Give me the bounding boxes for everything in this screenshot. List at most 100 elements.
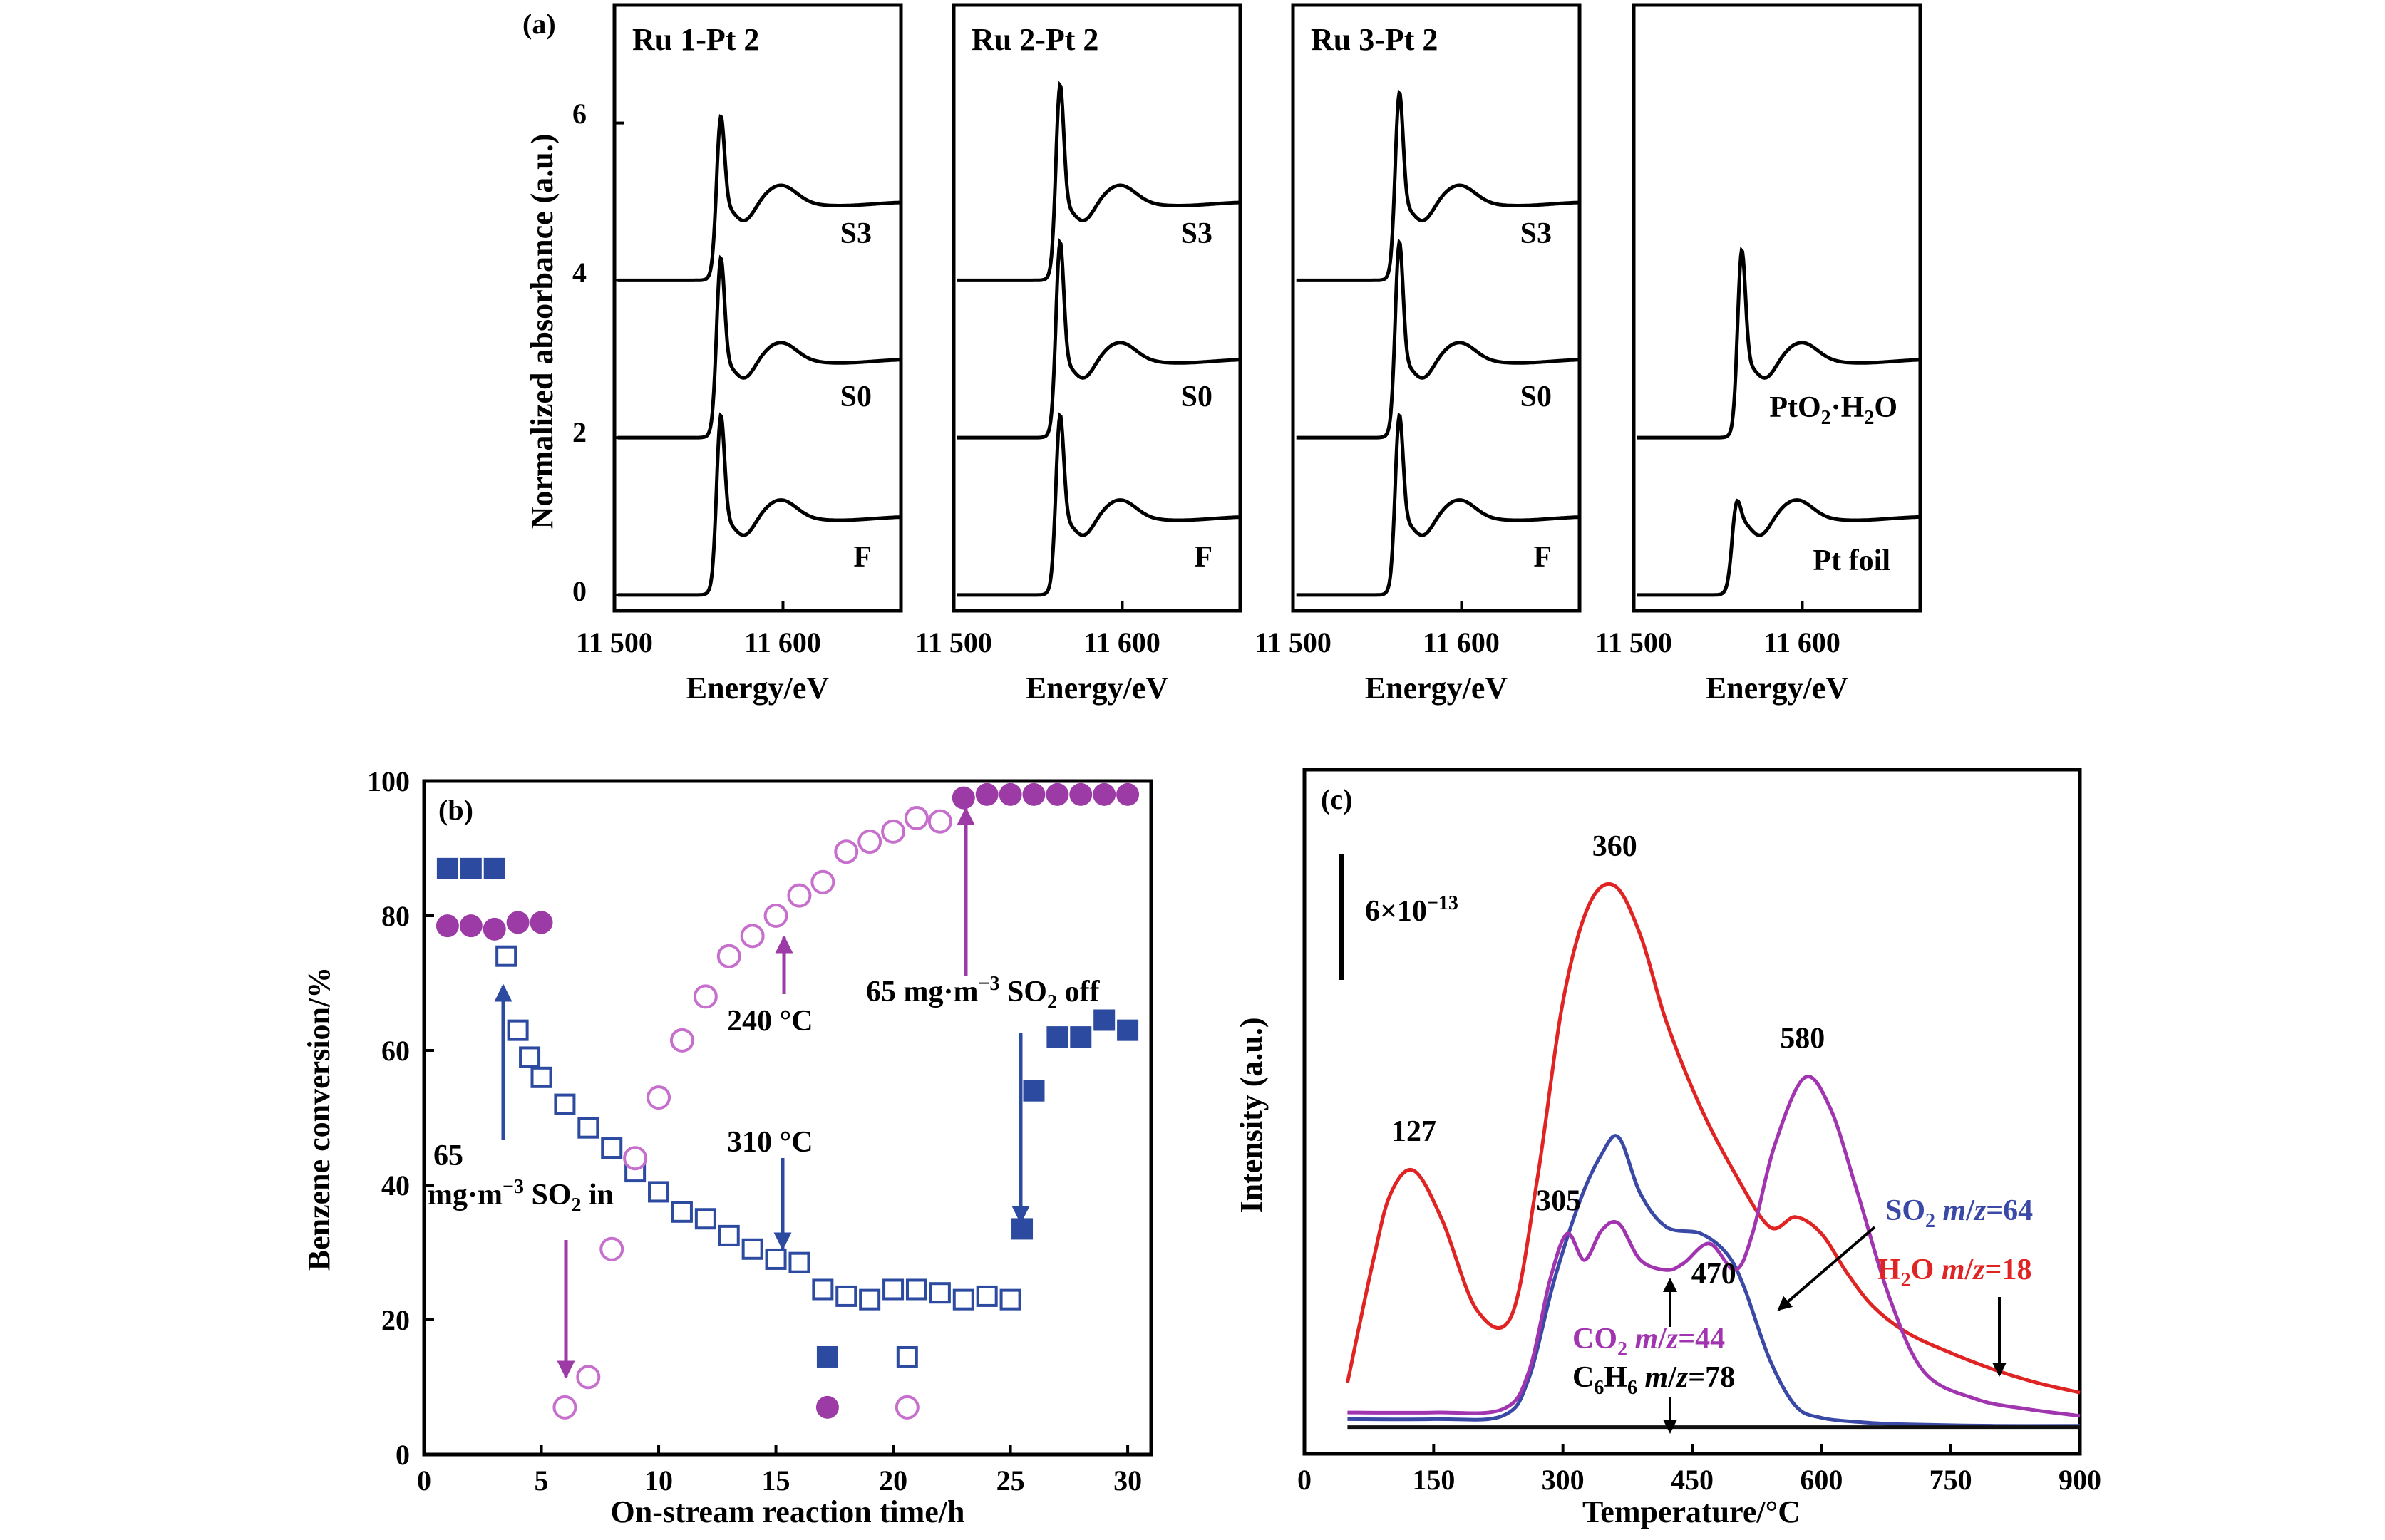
x-axis-title: Energy/eV (686, 671, 830, 706)
panel-c-x-axis-title: Temperature/°C (1582, 1494, 1801, 1529)
data-point (1011, 1218, 1034, 1240)
panel-a-y-axis-title: Normalized absorbance (a.u.) (525, 134, 560, 529)
data-point (999, 1288, 1021, 1311)
y-tick-label: 100 (367, 765, 410, 797)
data-point (647, 1085, 671, 1110)
annotation-so2-in-line1: 65 (433, 1140, 463, 1172)
data-point (834, 839, 859, 864)
data-point (507, 1019, 529, 1041)
panel-b-points (436, 782, 1140, 1420)
data-point (1046, 1026, 1068, 1048)
subplot-title: Ru 1-Pt 2 (632, 22, 759, 57)
subplot-frame (1632, 3, 1922, 613)
data-point (718, 1224, 740, 1246)
data-point (693, 984, 718, 1009)
panel-c-curves (1345, 882, 2081, 1430)
data-point (1070, 1026, 1092, 1048)
x-tick-label: 11 600 (1763, 626, 1840, 658)
data-point (552, 1395, 577, 1420)
data-point (436, 914, 459, 938)
data-point (975, 782, 999, 806)
panel-b-x-axis-title: On-stream reaction time/h (611, 1494, 965, 1529)
panel-c-peak-labels: 127 305 360 470 580 (1391, 830, 1825, 1291)
series-label-s0: S0 (840, 381, 872, 413)
y-tick-label: 80 (381, 900, 410, 932)
x-tick-label: 11 600 (1083, 626, 1160, 658)
xanes-curve-f (1296, 412, 1578, 597)
legend-c6h6: C6H6 m/z=78 (1572, 1361, 1735, 1399)
panel-a-label: (a) (522, 8, 556, 40)
data-point (601, 1137, 623, 1159)
x-tick-label: 11 500 (1255, 626, 1331, 658)
panel-c-legend: SO2 m/z=64 H2O m/z=18 CO2 m/z=44 C6H6 m/… (1572, 1194, 2033, 1434)
panel-c-ticks: 0 150 300 450 600 750 900 (1297, 1444, 2101, 1496)
data-point (460, 857, 482, 879)
data-point (810, 869, 835, 894)
data-point (765, 1248, 787, 1270)
x-axis-title: Energy/eV (1706, 671, 1849, 706)
series-label-f: F (853, 541, 872, 574)
subplot-frame (952, 3, 1242, 613)
peak-label: 580 (1780, 1023, 1825, 1055)
peak-label: 360 (1592, 830, 1637, 863)
data-point (1046, 782, 1069, 806)
data-point (835, 1285, 857, 1307)
tpd-curve-h-o-m-z-18 (1345, 882, 2081, 1395)
series-label-pto2: PtO2·H2O (1769, 391, 1897, 429)
data-point (882, 1278, 905, 1301)
data-point (648, 1181, 670, 1203)
subplot-frame (1291, 3, 1582, 613)
series-label-s0: S0 (1181, 381, 1212, 413)
data-point (599, 1236, 624, 1261)
data-point (904, 805, 929, 830)
y-tick-label: 20 (381, 1304, 410, 1336)
data-point (788, 1251, 810, 1273)
panel-b-y-axis-title: Benzene conversion/% (302, 967, 336, 1271)
data-point (530, 911, 553, 934)
data-point (495, 945, 517, 967)
x-tick-label: 11 600 (744, 626, 821, 658)
peak-label: 305 (1536, 1184, 1581, 1217)
data-point (436, 857, 458, 879)
xanes-curve-pto-h-o (1637, 246, 1919, 440)
panel-a-y-tick-label: 0 (572, 575, 587, 607)
pointer-so2 (1777, 1226, 1876, 1311)
x-tick-label: 900 (2059, 1464, 2101, 1496)
annotation-so2-in-line2: mg·m−3 SO2 in (428, 1176, 614, 1216)
x-axis-title: Energy/eV (1365, 671, 1508, 706)
data-point (929, 1282, 951, 1304)
data-point (895, 1395, 920, 1420)
data-point (1093, 1009, 1116, 1031)
x-tick-label: 20 (879, 1464, 907, 1497)
peak-label: 127 (1391, 1115, 1436, 1148)
panel-c-label: (c) (1321, 783, 1352, 815)
panel-a-subplot-3: Ru 3-Pt 2 S3 S0 F 11 500 11 600 Energy/e… (1255, 3, 1582, 706)
x-tick-label: 11 500 (1595, 626, 1672, 658)
annotation-310c: 310 °C (727, 1126, 813, 1159)
scale-bar-label: 6×10−13 (1365, 892, 1458, 928)
xanes-curves (617, 114, 900, 597)
panel-b-label: (b) (438, 794, 473, 826)
xanes-curve-s0 (1296, 237, 1578, 440)
series-label-pt-foil: Pt foil (1813, 544, 1890, 577)
series-label-s0: S0 (1520, 381, 1552, 413)
legend-so2: SO2 m/z=64 (1885, 1194, 2033, 1232)
xanes-curve-s3 (1296, 89, 1578, 282)
data-point (1023, 1080, 1045, 1102)
data-point (483, 857, 505, 879)
series-label-s3: S3 (840, 217, 872, 250)
xanes-curve-s3 (617, 114, 900, 282)
x-tick-label: 300 (1542, 1464, 1585, 1496)
data-point (623, 1146, 648, 1171)
data-point (976, 1285, 998, 1307)
data-point (1116, 782, 1140, 806)
data-point (1022, 782, 1046, 806)
panel-c-y-axis-title: Intensity (a.u.) (1234, 1017, 1269, 1213)
panel-b-frame (422, 779, 1153, 1457)
x-tick-label: 30 (1113, 1464, 1142, 1497)
data-point (816, 1345, 838, 1368)
data-point (1093, 782, 1116, 806)
data-point (896, 1345, 918, 1368)
panel-b-ticks: 0 5 10 15 20 25 30 0 20 40 60 80 100 (367, 765, 1142, 1497)
